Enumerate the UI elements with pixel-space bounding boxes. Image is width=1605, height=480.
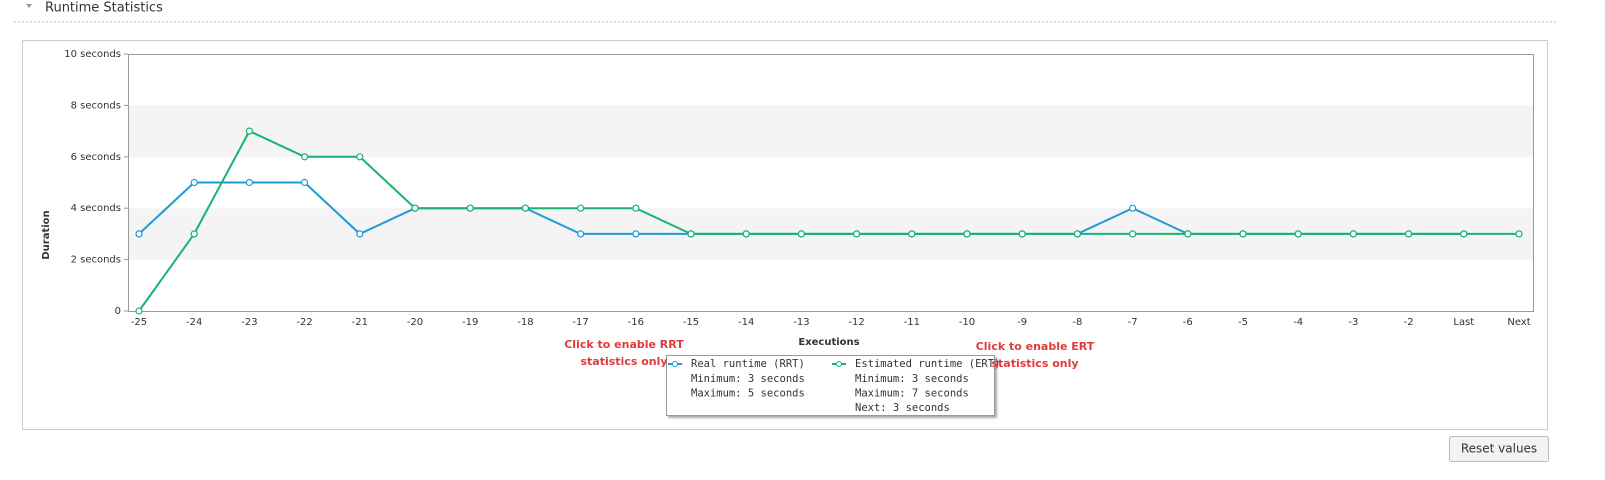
y-tick-label: 6 seconds xyxy=(71,152,121,163)
section-title[interactable]: Runtime Statistics xyxy=(45,1,163,16)
data-point xyxy=(190,230,198,238)
data-point xyxy=(576,204,585,212)
series-line xyxy=(138,129,1519,312)
x-tick-label: -22 xyxy=(296,317,312,328)
x-tick-label: -6 xyxy=(1183,317,1193,328)
x-tick-label: -5 xyxy=(1238,317,1248,328)
x-tick-label: -18 xyxy=(517,317,533,328)
legend-entry[interactable]: Estimated runtime (ERT) xyxy=(855,358,1000,370)
data-point xyxy=(301,153,309,161)
data-point xyxy=(301,178,309,187)
legend-box xyxy=(666,355,995,416)
legend-stat: Maximum: 5 seconds xyxy=(691,388,805,400)
grid-band xyxy=(128,105,1533,157)
x-tick-label: -10 xyxy=(959,317,975,328)
x-tick-label: -15 xyxy=(683,317,699,328)
data-point xyxy=(411,204,419,212)
x-tick-label: Next xyxy=(1507,317,1530,328)
data-point xyxy=(1073,230,1082,238)
data-point xyxy=(245,178,253,187)
data-point xyxy=(797,230,806,238)
data-point xyxy=(576,230,585,238)
y-tick-label: 0 xyxy=(115,306,121,317)
x-tick-label: -13 xyxy=(793,317,809,328)
x-tick-label: -11 xyxy=(904,317,920,328)
legend-stat: Next: 3 seconds xyxy=(855,402,950,414)
y-tick-label: 4 seconds xyxy=(71,203,121,214)
data-point xyxy=(135,230,143,238)
data-point xyxy=(356,153,364,161)
y-axis-label: Duration xyxy=(41,210,52,259)
data-point xyxy=(1128,230,1137,238)
data-point xyxy=(1128,204,1137,212)
data-point xyxy=(1018,230,1026,238)
data-point xyxy=(1184,230,1192,238)
x-axis-label: Executions xyxy=(798,337,859,348)
x-tick-label: -7 xyxy=(1128,317,1138,328)
legend-marker[interactable] xyxy=(672,361,678,367)
data-point xyxy=(908,230,916,238)
data-point xyxy=(1515,230,1523,238)
x-tick-label: -16 xyxy=(628,317,644,328)
x-tick-label: Last xyxy=(1453,317,1474,328)
data-point xyxy=(466,204,474,212)
reset-button[interactable] xyxy=(1449,436,1549,462)
data-point xyxy=(1460,230,1468,238)
x-tick-label: -19 xyxy=(462,317,478,328)
data-point xyxy=(742,230,750,238)
data-point xyxy=(1239,230,1247,238)
x-tick-label: -24 xyxy=(186,317,202,328)
data-point xyxy=(356,230,364,238)
data-point xyxy=(632,230,640,238)
legend-entry[interactable]: Real runtime (RRT) xyxy=(691,358,805,370)
data-point xyxy=(687,230,695,238)
y-tick-label: 2 seconds xyxy=(71,255,121,266)
x-tick-label: -14 xyxy=(738,317,754,328)
x-tick-label: -2 xyxy=(1404,317,1414,328)
legend-stat: Minimum: 3 seconds xyxy=(691,373,805,385)
annotation: statistics only xyxy=(991,357,1078,370)
x-tick-label: -4 xyxy=(1293,317,1303,328)
x-tick-label: -12 xyxy=(848,317,864,328)
reset-button-label[interactable]: Reset values xyxy=(1461,442,1537,456)
annotation: Click to enable RRT xyxy=(564,338,684,351)
annotation: statistics only xyxy=(580,355,667,368)
data-point xyxy=(1404,230,1413,238)
legend-stat: Minimum: 3 seconds xyxy=(855,373,969,385)
data-point xyxy=(632,204,640,212)
annotation: Click to enable ERT xyxy=(976,340,1095,353)
x-tick-label: -21 xyxy=(352,317,368,328)
data-point xyxy=(852,230,861,238)
x-tick-label: -17 xyxy=(572,317,588,328)
plot: 0 2 seconds 4 seconds 6 seconds 8 seconds 10 … xyxy=(64,49,1534,328)
x-tick-label: -23 xyxy=(241,317,257,328)
y-tick-label: 8 seconds xyxy=(71,100,121,111)
x-tick-label: -8 xyxy=(1072,317,1082,328)
y-tick-label: 10 seconds xyxy=(64,49,121,60)
x-tick-label: -9 xyxy=(1017,317,1027,328)
data-point xyxy=(1349,230,1358,238)
data-point xyxy=(963,230,971,238)
x-tick-label: -3 xyxy=(1348,317,1358,328)
legend-marker[interactable] xyxy=(836,361,842,367)
data-point xyxy=(1294,230,1302,238)
data-point xyxy=(135,307,143,315)
data-point xyxy=(521,204,530,212)
plot-border xyxy=(128,54,1534,312)
x-tick-label: -25 xyxy=(131,317,147,328)
data-point xyxy=(245,127,253,135)
x-tick-label: -20 xyxy=(407,317,423,328)
legend-stat: Maximum: 7 seconds xyxy=(855,388,969,400)
collapse-toggle[interactable] xyxy=(26,4,32,8)
data-point xyxy=(190,178,198,187)
